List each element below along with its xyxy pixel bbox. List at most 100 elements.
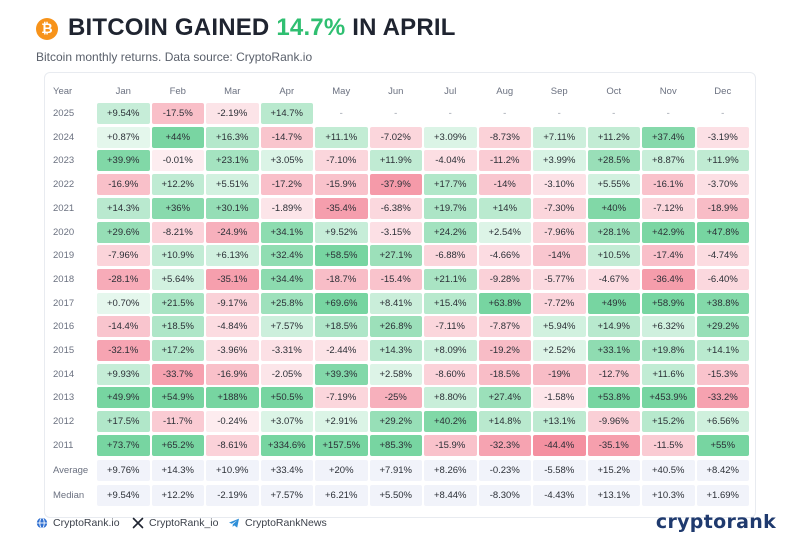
return-cell: +11.9% [696,150,749,172]
telegram-icon [229,518,239,528]
return-cell: -7.30% [533,197,586,219]
return-cell: -6.40% [696,268,749,290]
return-cell: +40% [587,197,640,219]
stat-cell: +8.44% [424,484,477,506]
return-cell: +39.3% [315,363,368,385]
return-cell: -15.4% [369,268,422,290]
return-cell: +11.1% [315,126,368,148]
month-header: Apr [279,86,295,97]
footer-website[interactable]: CryptoRank.io [36,517,120,529]
return-cell: -2.19% [206,103,259,124]
return-cell: -9.96% [587,411,640,433]
return-cell: -24.9% [206,221,259,243]
return-cell: +23.1% [206,150,259,172]
page-title: BITCOIN GAINED 14.7% IN APRIL [68,14,456,42]
return-cell: +69.6% [315,292,368,314]
return-cell: -9.28% [478,268,531,290]
stat-cell: +1.69% [696,484,749,506]
return-cell: +14.7% [260,103,313,124]
return-cell: -32.1% [97,340,150,361]
return-cell: - [503,108,507,119]
stat-cell: -4.43% [533,484,586,506]
return-cell: +40.2% [424,411,477,433]
title-prefix: BITCOIN GAINED [68,14,277,41]
return-cell: +24.2% [424,221,477,243]
return-cell: +26.8% [369,316,422,338]
stat-cell: +8.42% [696,460,749,481]
footer-x[interactable]: CryptoRank_io [132,517,218,529]
stat-cell: +9.76% [97,460,150,481]
month-header: Mar [224,86,241,97]
return-cell: -33.2% [696,387,749,409]
return-cell: -7.02% [369,126,422,148]
year-label: 2012 [53,416,75,428]
return-cell: -7.12% [642,197,695,219]
return-cell: +47.8% [696,221,749,243]
return-cell: +42.9% [642,221,695,243]
return-cell: -8.60% [424,363,477,385]
return-cell: -7.10% [315,150,368,172]
return-cell: -4.67% [587,268,640,290]
return-cell: -7.87% [478,316,531,338]
stat-label: Median [53,489,85,501]
return-cell: -3.31% [260,340,313,361]
return-cell: -18.9% [696,197,749,219]
return-cell: +17.7% [424,174,477,196]
return-cell: +19.8% [642,340,695,361]
return-cell: -15.9% [424,434,477,456]
return-cell: +3.09% [424,126,477,148]
year-label: 2011 [53,439,74,451]
footer-website-label: CryptoRank.io [53,517,120,529]
month-header: Feb [169,86,186,97]
globe-icon [36,517,48,529]
footer-x-label: CryptoRank_io [149,517,219,529]
year-label: 2020 [53,226,75,238]
return-cell: -33.7% [151,363,204,385]
stat-cell: +13.1% [587,484,640,506]
return-cell: +63.8% [478,292,531,314]
return-cell: +30.1% [206,197,259,219]
return-cell: +334.6% [260,434,313,456]
stat-cell: +10.9% [206,460,259,481]
return-cell: +6.56% [696,411,749,433]
return-cell: +6.13% [206,245,259,267]
return-cell: +38.8% [696,292,749,314]
return-cell: +7.11% [533,126,586,148]
return-cell: -14% [533,245,586,267]
return-cell: +2.54% [478,221,531,243]
year-label: 2023 [53,155,75,167]
return-cell: - [666,108,670,119]
footer-telegram[interactable]: CryptoRankNews [228,517,327,529]
return-cell: +8.09% [424,340,477,361]
return-cell: -8.21% [151,221,204,243]
return-cell: -36.4% [642,268,695,290]
return-cell: -4.84% [206,316,259,338]
return-cell: -18.5% [478,363,531,385]
return-cell: +53.8% [587,387,640,409]
return-cell: -35.4% [315,197,368,219]
return-cell: -4.66% [478,245,531,267]
return-cell: +14.3% [97,197,150,219]
return-cell: +3.05% [260,150,313,172]
return-cell: +25.8% [260,292,313,314]
return-cell: +6.32% [642,316,695,338]
stat-cell: +14.3% [151,460,204,481]
return-cell: +0.70% [97,292,150,314]
stat-cell: +9.54% [97,484,150,506]
return-cell: +32.4% [260,245,313,267]
cryptorank-logo: cryptorank [655,511,776,533]
return-cell: +8.80% [424,387,477,409]
return-cell: +34.4% [260,268,313,290]
return-cell: +12.2% [151,174,204,196]
return-cell: +14.1% [696,340,749,361]
header: ₿ BITCOIN GAINED 14.7% IN APRIL [36,14,780,50]
year-label: 2013 [53,392,75,404]
return-cell: +21.1% [424,268,477,290]
return-cell: +18.5% [315,316,368,338]
footer: CryptoRank.io CryptoRank_io CryptoRankNe… [36,511,776,535]
return-cell: -7.72% [533,292,586,314]
return-cell: +188% [206,387,259,409]
stat-cell: -8.30% [478,484,531,506]
return-cell: -37.9% [369,174,422,196]
stat-cell: +15.2% [587,460,640,481]
